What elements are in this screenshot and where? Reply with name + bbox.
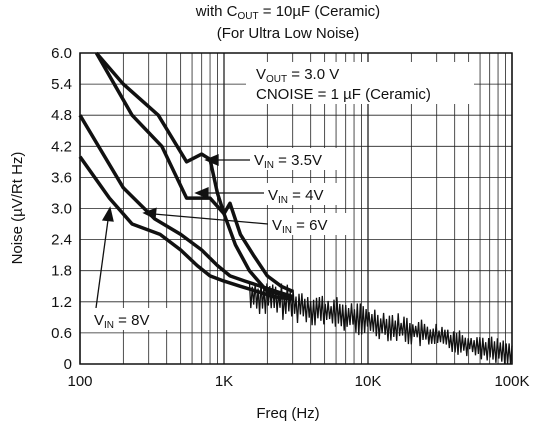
y-tick-label: 4.8 (51, 107, 72, 124)
conditions-box (246, 62, 474, 104)
conditions-vout: VOUT = 3.0 V (256, 66, 339, 85)
label-bg-vin-3-5v (250, 148, 344, 170)
y-tick-label: 2.4 (51, 232, 72, 249)
series-line-0 (95, 51, 294, 299)
x-tick-labels: 100 1K 10K 100K (67, 373, 529, 390)
chart-title-line2: (For Ultra Low Noise) (217, 25, 360, 42)
y-tick-label: 0 (64, 356, 72, 373)
x-axis-label: Freq (Hz) (256, 405, 319, 422)
label-vin-3-5v: VIN = 3.5V (254, 152, 322, 171)
y-tick-label: 4.2 (51, 138, 72, 155)
y-tick-label: 1.2 (51, 294, 72, 311)
x-tick-label: 100K (494, 373, 529, 390)
callout-arrows (95, 154, 269, 309)
label-bg-vin-4v (264, 183, 344, 205)
label-vin-6v: VIN = 6V (272, 217, 327, 236)
series-lines (78, 51, 294, 301)
y-tick-labels: 0 0.6 1.2 1.8 2.4 3.0 3.6 4.2 4.8 5.4 6.0 (51, 45, 72, 373)
x-tick-label: 1K (215, 373, 233, 390)
label-vin-8v: VIN = 8V (94, 312, 149, 331)
y-tick-label: 1.8 (51, 263, 72, 280)
label-vin-4v: VIN = 4V (268, 187, 323, 206)
plot-frame (79, 52, 513, 365)
label-bg-vin-8v (90, 308, 170, 330)
y-tick-label: 6.0 (51, 45, 72, 62)
x-tick-label: 100 (67, 373, 92, 390)
chart-title-line1: with COUT = 10µF (Ceramic) (195, 3, 380, 22)
series-line-2 (78, 114, 294, 299)
series-line-3 (78, 155, 293, 301)
y-tick-label: 3.0 (51, 201, 72, 218)
y-tick-label: 5.4 (51, 76, 72, 93)
x-tick-label: 10K (355, 373, 382, 390)
y-tick-label: 3.6 (51, 169, 72, 186)
label-bg-vin-6v (268, 213, 348, 235)
conditions-cnoise: CNOISE = 1 µF (Ceramic) (256, 86, 431, 103)
series-line-1 (94, 52, 294, 293)
y-axis-label: Noise (µV/Rt Hz) (9, 152, 26, 265)
y-tick-label: 0.6 (51, 325, 72, 342)
